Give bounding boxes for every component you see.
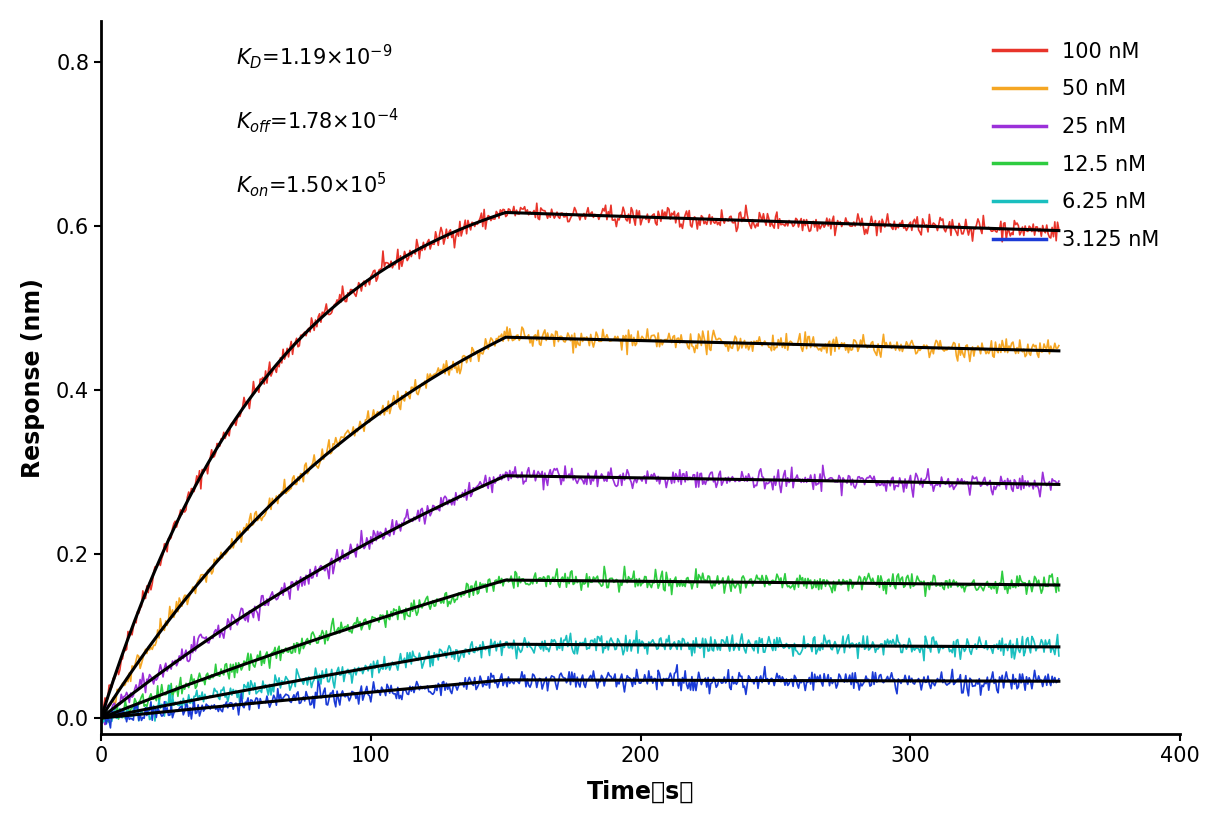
Legend: 100 nM, 50 nM, 25 nM, 12.5 nM, 6.25 nM, 3.125 nM: 100 nM, 50 nM, 25 nM, 12.5 nM, 6.25 nM, … — [983, 31, 1170, 261]
X-axis label: Time（s）: Time（s） — [587, 780, 695, 804]
Text: $K_{off}$=1.78×10$^{-4}$: $K_{off}$=1.78×10$^{-4}$ — [236, 106, 399, 135]
Text: $K_{on}$=1.50×10$^{5}$: $K_{on}$=1.50×10$^{5}$ — [236, 171, 387, 200]
Text: $K_D$=1.19×10$^{-9}$: $K_D$=1.19×10$^{-9}$ — [236, 42, 392, 71]
Y-axis label: Response (nm): Response (nm) — [21, 278, 45, 478]
